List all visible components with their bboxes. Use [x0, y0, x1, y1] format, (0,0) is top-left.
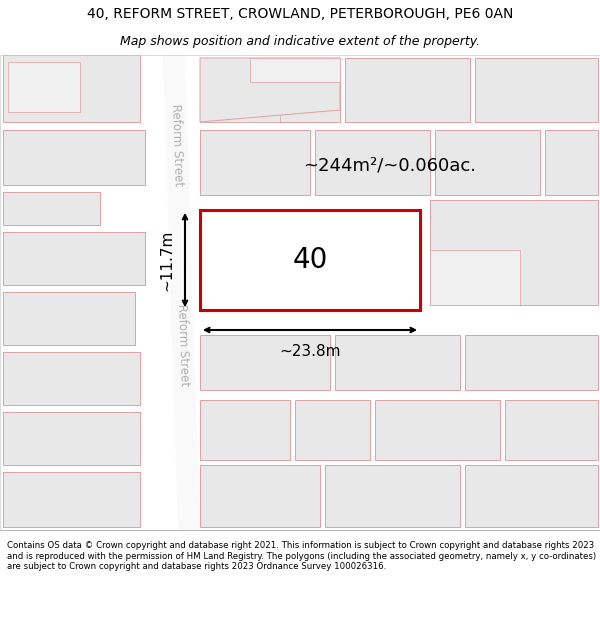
- Polygon shape: [3, 192, 100, 225]
- Polygon shape: [505, 400, 598, 460]
- Polygon shape: [200, 335, 330, 390]
- Polygon shape: [3, 352, 140, 405]
- Polygon shape: [335, 335, 460, 390]
- Polygon shape: [200, 58, 340, 122]
- Polygon shape: [200, 82, 280, 122]
- Text: ~23.8m: ~23.8m: [279, 344, 341, 359]
- Polygon shape: [3, 232, 145, 285]
- Polygon shape: [465, 335, 598, 390]
- Polygon shape: [3, 292, 135, 345]
- Polygon shape: [430, 250, 520, 305]
- Polygon shape: [545, 130, 598, 195]
- Polygon shape: [200, 210, 420, 310]
- Polygon shape: [315, 130, 430, 195]
- Polygon shape: [200, 58, 340, 122]
- Polygon shape: [435, 130, 540, 195]
- Polygon shape: [250, 58, 340, 82]
- Text: Map shows position and indicative extent of the property.: Map shows position and indicative extent…: [120, 35, 480, 48]
- Text: ~11.7m: ~11.7m: [160, 229, 175, 291]
- Polygon shape: [3, 472, 140, 527]
- Polygon shape: [475, 58, 598, 122]
- Text: 40, REFORM STREET, CROWLAND, PETERBOROUGH, PE6 0AN: 40, REFORM STREET, CROWLAND, PETERBOROUG…: [87, 7, 513, 21]
- Polygon shape: [345, 58, 470, 122]
- Polygon shape: [200, 465, 320, 527]
- Polygon shape: [163, 55, 200, 530]
- Polygon shape: [3, 412, 140, 465]
- Polygon shape: [295, 400, 370, 460]
- Polygon shape: [200, 130, 310, 195]
- Polygon shape: [465, 465, 598, 527]
- Polygon shape: [325, 465, 460, 527]
- Text: Contains OS data © Crown copyright and database right 2021. This information is : Contains OS data © Crown copyright and d…: [7, 541, 596, 571]
- Polygon shape: [200, 400, 290, 460]
- Polygon shape: [3, 130, 145, 185]
- Text: 40: 40: [292, 246, 328, 274]
- Text: ~244m²/~0.060ac.: ~244m²/~0.060ac.: [304, 156, 476, 174]
- Text: Reform Street: Reform Street: [169, 104, 185, 186]
- Text: Reform Street: Reform Street: [175, 304, 191, 386]
- Polygon shape: [430, 200, 598, 305]
- Polygon shape: [8, 62, 80, 112]
- Polygon shape: [375, 400, 500, 460]
- Polygon shape: [3, 55, 140, 122]
